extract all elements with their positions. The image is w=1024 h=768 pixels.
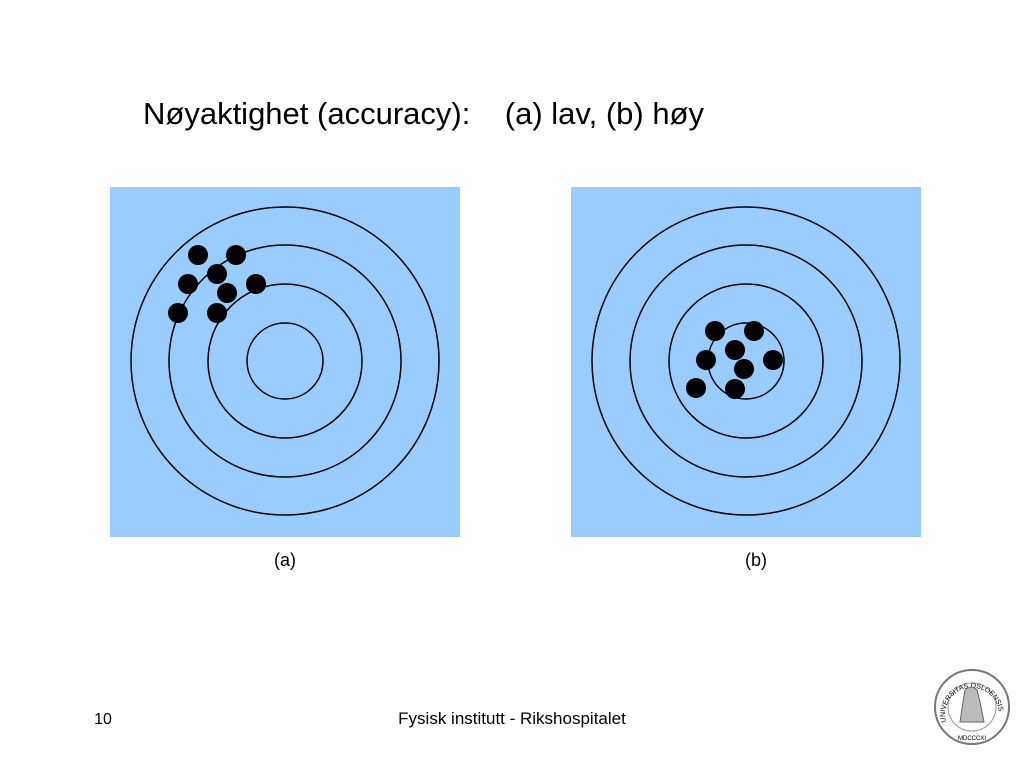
ring [591, 206, 901, 516]
panel-background [110, 187, 460, 537]
shot [744, 321, 764, 341]
shot [734, 359, 754, 379]
page-number: 10 [94, 711, 112, 728]
shot [686, 378, 706, 398]
footer-text: Fysisk institutt - Rikshospitalet [398, 709, 626, 728]
shot [178, 274, 198, 294]
shot [696, 350, 716, 370]
shot [226, 245, 246, 265]
panel-label: (a) [274, 550, 296, 570]
shot [217, 283, 237, 303]
seal-figure [959, 686, 985, 723]
shot [725, 379, 745, 399]
shot [705, 321, 725, 341]
seal-inner [947, 682, 997, 732]
ring [207, 283, 363, 439]
ring [629, 244, 863, 478]
shot [207, 303, 227, 323]
shots-b [686, 321, 783, 399]
panel-label: (b) [745, 550, 767, 570]
ring [246, 322, 324, 400]
shots-a [168, 245, 266, 323]
shot [246, 274, 266, 294]
target-a [110, 187, 460, 537]
university-seal: UNIVERSITAS OSLOENSIS MDCCCXI [934, 669, 1010, 745]
shot [188, 245, 208, 265]
shot [763, 350, 783, 370]
shot [168, 303, 188, 323]
slide-title: Nøyaktighet (accuracy): (a) lav, (b) høy [143, 96, 704, 131]
shot [207, 264, 227, 284]
shot [725, 340, 745, 360]
seal-year: MDCCCXI [958, 736, 986, 742]
ring [130, 206, 440, 516]
ring [668, 283, 824, 439]
ring [168, 244, 402, 478]
